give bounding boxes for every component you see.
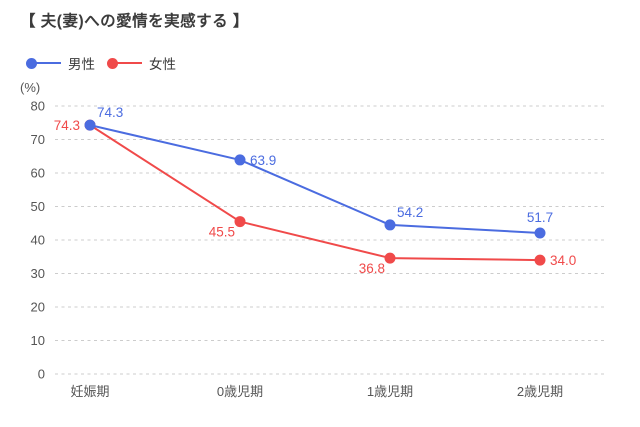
y-tick-label: 10: [31, 333, 45, 348]
data-value-label: 36.8: [359, 261, 385, 276]
data-point: [534, 254, 546, 266]
x-axis-category-labels: 妊娠期 0歳児期 1歳児期 2歳児期: [70, 384, 563, 399]
data-value-label: 74.3: [54, 118, 80, 133]
x-category-label: 1歳児期: [367, 384, 413, 399]
series-女性: [84, 119, 546, 266]
legend-item-male: 男性: [26, 53, 95, 73]
x-category-label: 0歳児期: [217, 384, 263, 399]
data-value-label: 54.2: [397, 205, 423, 220]
series-value-labels-女性: 74.3 45.5 36.8 34.0: [54, 118, 577, 276]
y-axis-unit-label: (%): [20, 80, 41, 95]
x-category-label: 妊娠期: [70, 384, 109, 399]
data-value-label: 74.3: [97, 105, 123, 120]
y-tick-label: 40: [31, 233, 45, 248]
y-tick-label: 30: [31, 266, 45, 281]
legend: 男性 女性: [26, 53, 176, 73]
legend-item-female: 女性: [107, 53, 176, 73]
series-value-labels-男性: 74.3 63.9 54.2 51.7: [97, 105, 553, 225]
data-point: [234, 154, 246, 166]
x-category-label: 2歳児期: [517, 384, 563, 399]
male-series-dot-icon: [26, 57, 37, 69]
data-point: [534, 227, 546, 239]
male-series-line-icon: [35, 62, 61, 64]
chart-title: 【 夫(妻)への愛情を実感する 】: [20, 13, 249, 30]
gridlines: [55, 105, 606, 375]
legend-label-female: 女性: [149, 57, 176, 72]
female-series-dot-icon: [107, 57, 118, 69]
female-series-line-icon: [116, 62, 142, 64]
data-value-label: 63.9: [250, 153, 276, 168]
y-tick-label: 60: [31, 166, 45, 181]
data-point: [234, 216, 246, 228]
data-value-label: 51.7: [527, 210, 553, 225]
series-line: [89, 124, 541, 234]
data-point: [384, 219, 396, 231]
data-value-label: 34.0: [550, 253, 576, 268]
y-tick-label: 50: [31, 199, 45, 214]
data-value-label: 45.5: [209, 225, 235, 240]
series-男性: [84, 119, 546, 239]
data-point: [384, 252, 396, 264]
data-point: [84, 119, 96, 131]
y-axis-tick-labels: 0 10 20 30 40 50 60 70 80: [31, 99, 45, 382]
y-tick-label: 0: [38, 367, 45, 382]
y-tick-label: 70: [31, 132, 45, 147]
y-tick-label: 80: [31, 99, 45, 114]
series-line: [89, 124, 541, 262]
y-tick-label: 20: [31, 300, 45, 315]
legend-label-male: 男性: [68, 57, 95, 72]
